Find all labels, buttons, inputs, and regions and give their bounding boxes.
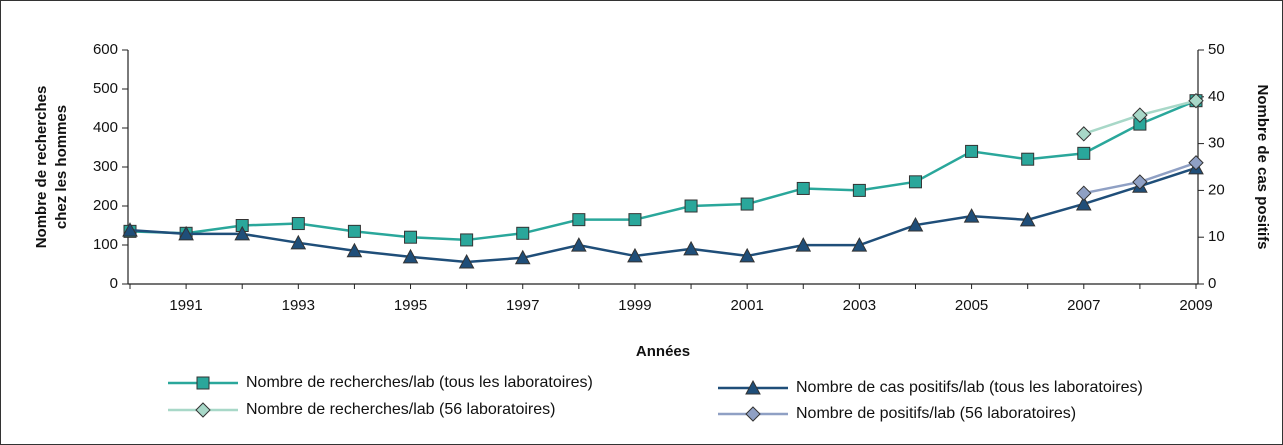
y-tick-label: 200 bbox=[93, 197, 118, 214]
marker bbox=[290, 234, 307, 250]
marker bbox=[1076, 126, 1092, 142]
legend-label: Nombre de positifs/lab (56 laboratoires) bbox=[796, 405, 1076, 422]
x-tick-label: 1993 bbox=[282, 297, 315, 314]
marker bbox=[1075, 195, 1092, 211]
series-line bbox=[129, 166, 1197, 264]
marker bbox=[178, 225, 194, 241]
marker bbox=[571, 237, 587, 252]
x-tick-label: 1999 bbox=[618, 297, 651, 314]
marker bbox=[627, 247, 643, 263]
marker bbox=[291, 217, 305, 231]
marker bbox=[514, 249, 531, 265]
legend-label: Nombre de cas positifs/lab (tous les lab… bbox=[796, 379, 1143, 396]
marker bbox=[740, 197, 754, 211]
marker bbox=[572, 213, 586, 227]
marker bbox=[1188, 155, 1204, 171]
y2-tick-label: 20 bbox=[1208, 181, 1225, 198]
marker bbox=[234, 225, 251, 241]
marker bbox=[404, 230, 418, 244]
marker bbox=[965, 144, 979, 158]
y2-tick-label: 50 bbox=[1208, 41, 1225, 58]
x-axis-label: Années bbox=[636, 343, 690, 360]
y-tick-label: 300 bbox=[93, 158, 118, 175]
x-tick-label: 2003 bbox=[843, 297, 876, 314]
y-tick-label: 100 bbox=[93, 236, 118, 253]
marker bbox=[684, 199, 698, 213]
y-tick-label: 500 bbox=[93, 80, 118, 97]
x-tick-label: 2005 bbox=[955, 297, 988, 314]
x-tick-label: 2001 bbox=[730, 297, 763, 314]
marker bbox=[1021, 152, 1035, 166]
marker bbox=[1132, 107, 1148, 123]
marker bbox=[402, 248, 419, 264]
marker bbox=[347, 224, 361, 238]
y2-tick-label: 0 bbox=[1208, 275, 1216, 292]
marker bbox=[1019, 211, 1036, 227]
x-tick-label: 2009 bbox=[1179, 297, 1212, 314]
marker bbox=[683, 240, 699, 256]
marker bbox=[628, 213, 642, 227]
marker bbox=[460, 233, 474, 247]
legend-marker bbox=[745, 379, 761, 395]
marker bbox=[907, 216, 924, 232]
marker bbox=[796, 181, 810, 195]
y-axis-label: chez les hommes bbox=[53, 105, 70, 229]
legend-marker bbox=[196, 376, 210, 390]
y2-tick-label: 10 bbox=[1208, 228, 1225, 245]
x-tick-label: 1991 bbox=[169, 297, 202, 314]
x-tick-label: 1995 bbox=[394, 297, 427, 314]
x-tick-label: 2007 bbox=[1067, 297, 1100, 314]
x-tick-label: 1997 bbox=[506, 297, 539, 314]
y-tick-label: 400 bbox=[93, 119, 118, 136]
legend-marker bbox=[745, 406, 761, 422]
marker bbox=[908, 175, 922, 189]
marker bbox=[851, 237, 868, 252]
legend-marker bbox=[195, 402, 211, 418]
marker bbox=[122, 222, 138, 237]
marker bbox=[1077, 146, 1091, 160]
marker bbox=[1076, 185, 1092, 201]
legend-label: Nombre de recherches/lab (tous les labor… bbox=[246, 374, 593, 391]
y2-tick-label: 30 bbox=[1208, 135, 1225, 152]
legend-label: Nombre de recherches/lab (56 laboratoire… bbox=[246, 401, 555, 418]
y2-tick-label: 40 bbox=[1208, 88, 1225, 105]
marker bbox=[1132, 174, 1148, 190]
series-line bbox=[129, 99, 1197, 242]
y2-axis-label: Nombre de cas positifs bbox=[1254, 84, 1271, 249]
marker bbox=[795, 237, 812, 252]
y-axis-label: Nombre de recherches bbox=[33, 86, 50, 249]
y-tick-label: 0 bbox=[110, 275, 118, 292]
marker bbox=[739, 247, 755, 263]
marker bbox=[1188, 92, 1204, 109]
marker bbox=[516, 226, 530, 240]
marker bbox=[346, 242, 363, 258]
marker bbox=[852, 183, 866, 197]
marker bbox=[458, 253, 475, 269]
marker bbox=[963, 208, 980, 223]
y-tick-label: 600 bbox=[93, 41, 118, 58]
